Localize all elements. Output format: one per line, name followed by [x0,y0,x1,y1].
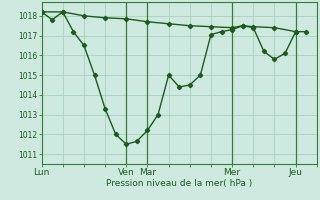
X-axis label: Pression niveau de la mer( hPa ): Pression niveau de la mer( hPa ) [106,179,252,188]
